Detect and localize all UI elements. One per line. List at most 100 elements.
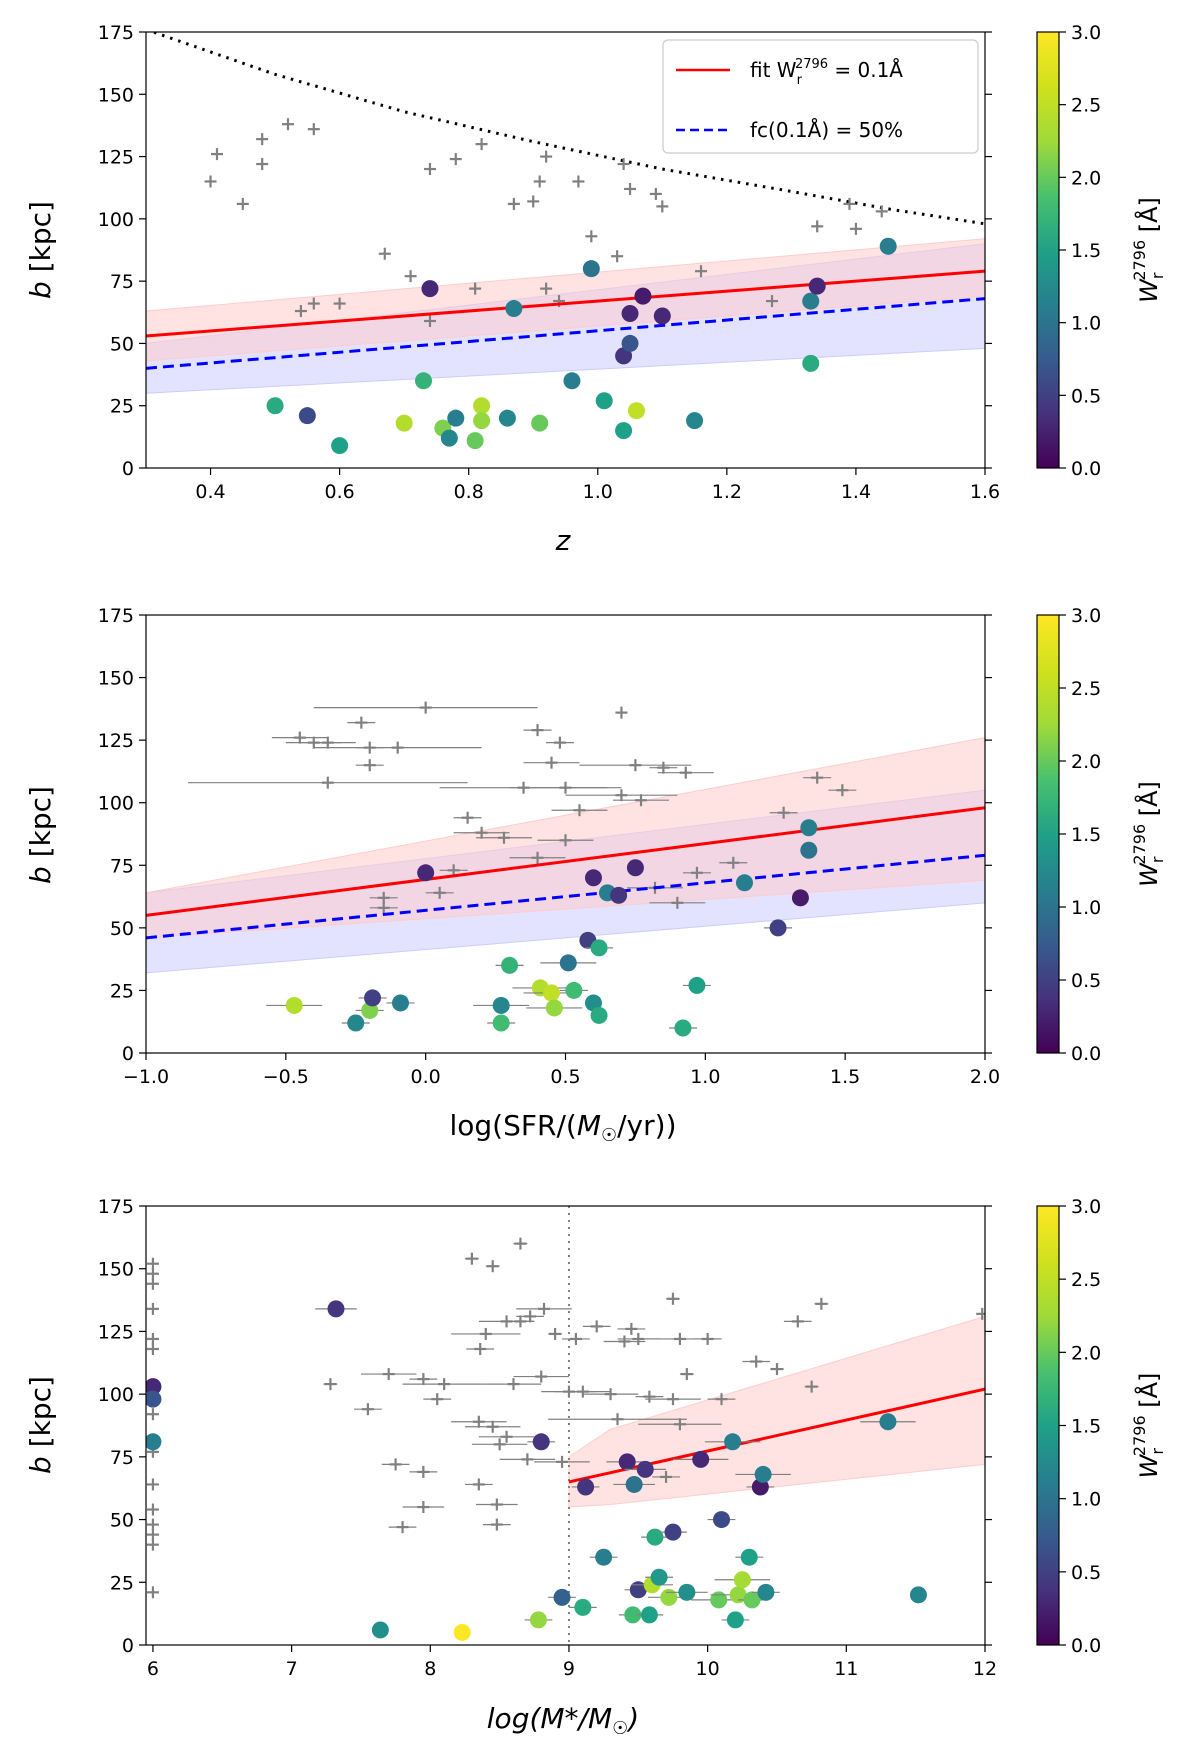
detection-marker [682, 976, 711, 994]
panel-3-frame [145, 1205, 986, 1646]
detection-point [627, 402, 645, 420]
detection-point [415, 372, 433, 390]
non-detection-marker [814, 1297, 829, 1310]
non-detection-marker [533, 175, 546, 188]
colorbar-1: 0.0 0.5 1.0 1.5 2.0 2.5 3.0 Wr2796 [Å] [1036, 22, 1167, 480]
non-detection-marker [453, 826, 510, 839]
detection-marker [395, 414, 413, 432]
detection-point [501, 956, 519, 974]
detection-point [802, 354, 820, 372]
detection-marker [473, 397, 491, 415]
y-tick-label: 75 [110, 855, 134, 877]
non-detection-marker [572, 175, 585, 188]
detection-marker [800, 841, 818, 859]
non-detection-marker [307, 123, 320, 136]
non-detection-marker [381, 1458, 410, 1471]
detection-point [625, 1475, 643, 1493]
detection-point [610, 886, 628, 904]
non-detection-marker [769, 806, 798, 819]
non-detection-marker [509, 851, 566, 864]
detection-marker [146, 1433, 162, 1451]
non-detection-marker [649, 761, 678, 774]
detection-point [529, 1611, 547, 1629]
detection-marker [466, 432, 484, 450]
detection-point [624, 1606, 642, 1624]
non-detection-marker [615, 706, 628, 719]
non-detection-marker [485, 1378, 542, 1391]
non-detection-marker [146, 1257, 159, 1270]
non-detection-marker [513, 1237, 528, 1250]
non-detection-marker [843, 197, 856, 210]
non-detection-marker [464, 1478, 493, 1491]
non-detection-marker [333, 297, 346, 310]
detection-marker [641, 1528, 669, 1546]
detection-marker [626, 859, 644, 877]
non-detection-marker [453, 811, 482, 824]
non-detection-marker [354, 1403, 382, 1416]
non-detection-marker [355, 759, 384, 772]
panel-2-x-axis-label: log(SFR/(M☉/yr)) [450, 1109, 677, 1146]
non-detection-marker [307, 297, 320, 310]
detection-marker [610, 886, 628, 904]
fit-line [146, 269, 985, 338]
y-tick-label: 0 [122, 1043, 134, 1065]
x-tick-label: 8 [424, 1658, 436, 1680]
non-detection-marker [770, 1363, 784, 1376]
colorbar-tick-label: 0.5 [1071, 1562, 1101, 1584]
non-detection-marker [402, 1378, 486, 1391]
detection-point [453, 1623, 471, 1641]
detection-point [879, 1413, 897, 1431]
colorbar-tick-label: 0.0 [1071, 1043, 1101, 1065]
panel-1-x-ticks: 0.4 0.6 0.8 1.0 1.2 1.4 1.6 [195, 468, 1000, 503]
detection-point [590, 939, 608, 957]
non-detection-marker [682, 866, 711, 879]
non-detection-marker [313, 741, 482, 754]
detection-marker [595, 392, 613, 410]
detection-point [531, 414, 549, 432]
non-detection-marker [146, 1302, 159, 1315]
y-tick-label: 150 [98, 84, 134, 106]
non-detection-marker [402, 1501, 445, 1514]
detection-point [800, 819, 818, 837]
y-tick-label: 100 [98, 1384, 134, 1406]
non-detection-marker [409, 1465, 438, 1478]
non-detection-marker [482, 1518, 511, 1531]
non-detection-marker [449, 153, 462, 166]
detection-marker [802, 354, 820, 372]
non-detection-marker [707, 1393, 736, 1406]
non-detection-marker [499, 1453, 556, 1466]
non-detection-marker [611, 250, 624, 263]
non-detection-marker [783, 1315, 812, 1328]
detection-point [545, 999, 563, 1017]
detection-point [729, 1586, 747, 1604]
colorbar-gradient [1036, 1205, 1060, 1646]
detection-point [395, 414, 413, 432]
y-tick-label: 50 [110, 918, 134, 940]
colorbar-tick-label: 2.5 [1071, 1269, 1101, 1291]
detection-marker [298, 407, 316, 425]
non-detection-marker [451, 1327, 521, 1340]
non-detection-marker [471, 1438, 528, 1451]
detection-point [909, 1586, 927, 1604]
detection-point [660, 1588, 678, 1606]
non-detection-marker [187, 776, 468, 789]
detection-point [653, 307, 671, 325]
detection-marker [707, 1511, 736, 1529]
detection-marker [621, 305, 639, 323]
detection-marker [487, 1014, 516, 1032]
non-detection-marker [551, 804, 608, 817]
non-detection-marker [281, 118, 294, 131]
detection-marker [735, 1548, 764, 1566]
colorbar-tick-label: 1.0 [1071, 313, 1101, 335]
non-detection-marker [146, 1528, 159, 1541]
y-tick-label: 175 [98, 22, 134, 44]
detection-marker [453, 1623, 471, 1641]
non-detection-marker [649, 896, 706, 909]
non-detection-marker [388, 1521, 417, 1534]
detection-marker [473, 996, 530, 1014]
detection-point [678, 1583, 696, 1601]
non-detection-marker [464, 1252, 479, 1265]
fc-50-percent-line [146, 297, 985, 370]
panel-2-y-ticks: 0 25 50 75 100 125 150 175 [98, 605, 992, 1065]
colorbar-2: 0.0 0.5 1.0 1.5 2.0 2.5 3.0 Wr2796 [Å] [1036, 605, 1167, 1065]
